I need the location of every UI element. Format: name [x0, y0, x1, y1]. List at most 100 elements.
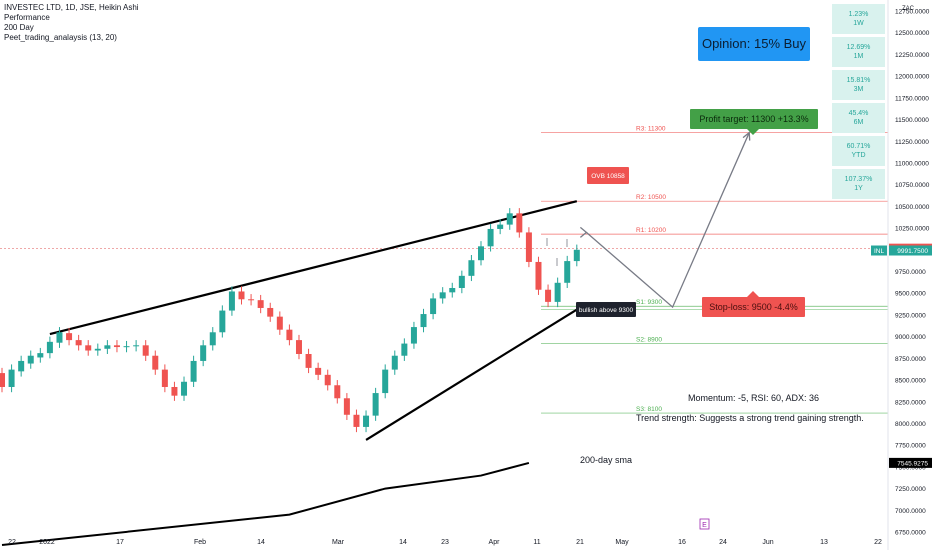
y-tick-label: 8000.0000 — [895, 421, 926, 428]
indicator-peet-trading[interactable]: Peet_trading_analaysis (13, 20) — [4, 33, 117, 42]
x-tick-label: Jun — [762, 539, 773, 546]
candle — [161, 369, 168, 387]
price-tag-value: 9991.7500 — [897, 248, 928, 255]
perf-value: 45.4% — [848, 110, 869, 117]
candle — [37, 353, 44, 358]
indicator-performance[interactable]: Performance — [4, 13, 50, 22]
candle — [497, 224, 504, 229]
perf-1y: 107.37% 1Y — [832, 169, 885, 199]
candle — [200, 345, 207, 361]
candle — [372, 393, 379, 416]
performance-widget: 1.23% 1W 12.69% 1M 15.81% 3M 45.4% 6M 60.71%… — [832, 4, 885, 202]
ovb-label-text: OVB 10858 — [591, 173, 625, 180]
x-tick-label: Mar — [332, 539, 345, 546]
ovb-label: OVB 10858 — [587, 167, 629, 184]
y-tick-label: 9000.0000 — [895, 334, 926, 341]
profit-target-label-bg — [690, 109, 818, 129]
y-tick-label: 9750.0000 — [895, 269, 926, 276]
y-tick-label: 10500.0000 — [895, 204, 930, 211]
candle — [8, 369, 15, 387]
candle — [94, 348, 101, 351]
perf-period: 1W — [853, 20, 864, 27]
level-label: S2: 8900 — [636, 337, 662, 344]
x-tick-label: 11 — [533, 539, 540, 546]
y-tick-label: 7750.0000 — [895, 443, 926, 450]
earnings-text: E — [702, 522, 707, 529]
x-tick-label: 24 — [719, 539, 727, 546]
y-tick-label: 7250.0000 — [895, 486, 926, 493]
price-tag — [889, 245, 932, 256]
candle — [133, 345, 140, 347]
y-tick-label: 11750.0000 — [895, 95, 929, 102]
level-label: R1: 10200 — [636, 227, 666, 234]
candle — [458, 275, 465, 288]
y-tick-label: 11000.0000 — [895, 160, 929, 167]
candle — [286, 329, 293, 341]
candle — [391, 355, 398, 370]
y-tick-label: 12500.0000 — [895, 30, 930, 37]
level-label: R3: 11300 — [636, 126, 666, 133]
candle — [27, 355, 34, 364]
level-label: R2: 10500 — [636, 194, 666, 201]
level-label: S3: 8100 — [636, 406, 662, 413]
stop-loss-label: Stop-loss: 9500 -4.4% — [702, 297, 805, 317]
y-tick-label: 7000.0000 — [895, 508, 926, 515]
bullish-label-text: bullish above 9300 — [579, 307, 634, 314]
perf-ytd: 60.71% YTD — [832, 136, 885, 166]
candle — [142, 345, 149, 356]
candle — [113, 345, 120, 348]
y-tick-label: 12000.0000 — [895, 74, 930, 81]
perf-value: 107.37% — [844, 176, 873, 183]
perf-period: 6M — [853, 119, 864, 126]
candle — [104, 345, 111, 349]
candle — [353, 414, 360, 427]
projection-start-arrow — [579, 226, 588, 238]
perf-period: 1M — [853, 53, 864, 60]
candle — [248, 299, 255, 301]
candle — [85, 345, 92, 351]
x-tick-label: 13 — [820, 539, 828, 546]
x-tick-label: 23 — [441, 539, 449, 546]
upper-trendline — [49, 200, 578, 336]
y-tick-label: 9250.0000 — [895, 312, 926, 319]
candle — [449, 287, 456, 293]
indicator-200-day[interactable]: 200 Day — [4, 23, 34, 32]
candle — [430, 298, 437, 315]
bullish-label: bullish above 9300 — [576, 302, 636, 317]
y-tick-label: 12750.0000 — [895, 9, 930, 16]
profit-target-label: Profit target: 11300 +13.3% — [690, 109, 818, 129]
y-tick-label: 10250.0000 — [895, 226, 930, 233]
candle — [209, 332, 216, 346]
candle — [295, 340, 302, 354]
x-tick-label: 21 — [576, 539, 584, 546]
candle — [324, 374, 331, 386]
x-tick-label: 17 — [116, 539, 124, 546]
x-tick-label: 14 — [399, 539, 407, 546]
symbol-tag-label: INL — [874, 248, 885, 255]
candle — [18, 360, 25, 372]
candle — [420, 314, 427, 328]
perf-1w: 1.23% 1W — [832, 4, 885, 34]
x-tick-label: 14 — [257, 539, 265, 546]
perf-value: 12.69% — [846, 44, 871, 51]
perf-value: 60.71% — [846, 143, 871, 150]
candle — [410, 327, 417, 344]
candle — [382, 369, 389, 394]
momentum-text: Momentum: -5, RSI: 60, ADX: 36 — [688, 393, 819, 403]
sma-200-line — [1, 462, 530, 547]
candle — [535, 261, 542, 290]
y-tick-label: 8750.0000 — [895, 356, 926, 363]
x-tick-label: Apr — [489, 539, 501, 546]
x-tick-label: May — [615, 539, 629, 546]
opinion-badge: Opinion: 15% Buy — [698, 27, 810, 61]
x-tick-label: 2022 — [39, 539, 55, 546]
projection-path — [585, 132, 750, 309]
price-tag — [889, 457, 932, 468]
candle — [305, 353, 312, 368]
candle — [343, 398, 350, 415]
candle — [257, 300, 264, 308]
level-label: S1: 9300 — [636, 299, 662, 306]
candle — [219, 310, 226, 333]
